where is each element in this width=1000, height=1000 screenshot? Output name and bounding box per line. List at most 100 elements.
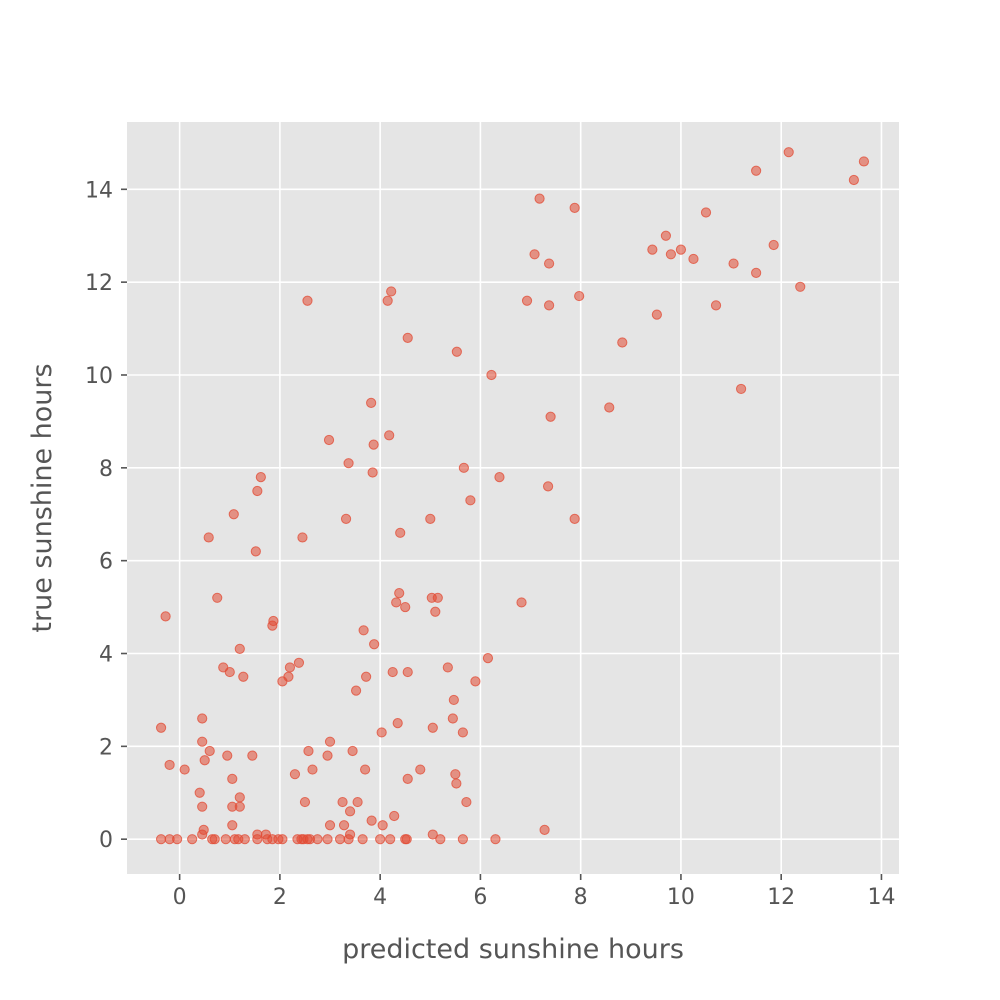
data-point: [521, 295, 533, 306]
data-point: [430, 606, 441, 617]
data-point: [199, 755, 210, 766]
y-axis-ticks: 0 2 4 6 8 10 12 14: [85, 178, 127, 853]
data-point: [604, 402, 615, 413]
data-point: [494, 472, 505, 483]
data-point: [458, 462, 469, 473]
data-point: [238, 671, 249, 682]
data-point: [384, 430, 395, 441]
data-point: [338, 820, 350, 831]
data-point: [179, 764, 190, 775]
data-point: [377, 820, 388, 831]
data-point: [322, 834, 333, 845]
data-point: [457, 727, 468, 738]
data-point: [277, 834, 288, 845]
data-point: [204, 745, 215, 757]
x-tick-label: 12: [767, 885, 795, 910]
data-point: [435, 834, 446, 845]
data-point: [369, 639, 380, 650]
y-tick-label: 0: [99, 828, 113, 853]
data-point: [197, 713, 208, 724]
data-point: [402, 773, 413, 784]
data-point: [307, 764, 318, 775]
data-point: [375, 834, 386, 845]
data-point: [795, 281, 806, 292]
data-point: [224, 666, 235, 678]
data-point: [529, 249, 540, 260]
data-point: [461, 796, 472, 808]
data-point: [448, 694, 459, 706]
data-point: [302, 295, 313, 306]
data-point: [312, 834, 323, 845]
data-point: [427, 722, 438, 733]
data-point: [751, 267, 762, 278]
data-point: [212, 592, 223, 603]
data-point: [751, 165, 762, 176]
data-point: [366, 815, 377, 826]
data-point: [247, 750, 258, 761]
data-point: [490, 834, 501, 845]
data-point: [334, 834, 346, 845]
data-point: [366, 397, 377, 408]
data-point: [343, 458, 354, 469]
data-point: [283, 671, 294, 682]
data-point: [299, 796, 311, 808]
x-tick-label: 6: [473, 885, 487, 910]
data-point: [155, 722, 167, 733]
data-point: [347, 745, 358, 757]
data-point: [542, 481, 554, 492]
data-point: [382, 295, 393, 306]
data-point: [482, 653, 494, 664]
data-point: [647, 244, 658, 255]
data-point: [234, 792, 245, 803]
x-tick-label: 0: [173, 885, 187, 910]
data-point: [289, 769, 301, 780]
data-point: [160, 611, 171, 622]
data-point: [457, 834, 468, 845]
data-point: [665, 249, 677, 260]
data-point: [451, 346, 462, 357]
data-point: [172, 834, 183, 845]
data-point: [660, 230, 671, 241]
data-point: [360, 764, 371, 775]
data-point: [710, 300, 722, 311]
data-point: [574, 290, 585, 302]
data-point: [322, 750, 333, 761]
data-point: [651, 309, 662, 320]
data-point: [569, 513, 580, 524]
data-point: [617, 337, 628, 348]
data-point: [675, 244, 687, 255]
data-point: [297, 532, 308, 543]
x-axis-label: predicted sunshine hours: [342, 934, 684, 965]
data-point: [402, 666, 413, 678]
y-tick-label: 14: [85, 178, 113, 203]
x-tick-label: 14: [867, 885, 895, 910]
y-tick-label: 10: [85, 364, 113, 389]
data-point: [227, 820, 238, 831]
data-point: [323, 434, 335, 446]
data-point: [387, 666, 398, 678]
data-point: [442, 662, 453, 673]
data-point: [543, 300, 555, 311]
data-point: [450, 769, 461, 780]
x-axis-ticks: 0 2 4 6 8 10 12 14: [173, 874, 895, 910]
data-point: [728, 258, 739, 269]
data-point: [427, 829, 438, 840]
data-point: [303, 745, 314, 757]
data-point: [470, 676, 481, 687]
data-points: [155, 147, 870, 845]
data-point: [268, 615, 279, 627]
data-point: [284, 662, 296, 673]
data-point: [209, 834, 220, 845]
data-point: [447, 713, 458, 724]
data-point: [252, 485, 263, 497]
data-point: [227, 773, 238, 784]
data-point: [344, 806, 356, 817]
data-point: [358, 625, 369, 636]
data-point: [197, 801, 208, 812]
data-point: [197, 736, 208, 747]
data-point: [401, 834, 412, 845]
data-point: [324, 820, 336, 831]
data-point: [451, 778, 462, 789]
data-point: [465, 495, 476, 506]
data-point: [400, 601, 411, 613]
